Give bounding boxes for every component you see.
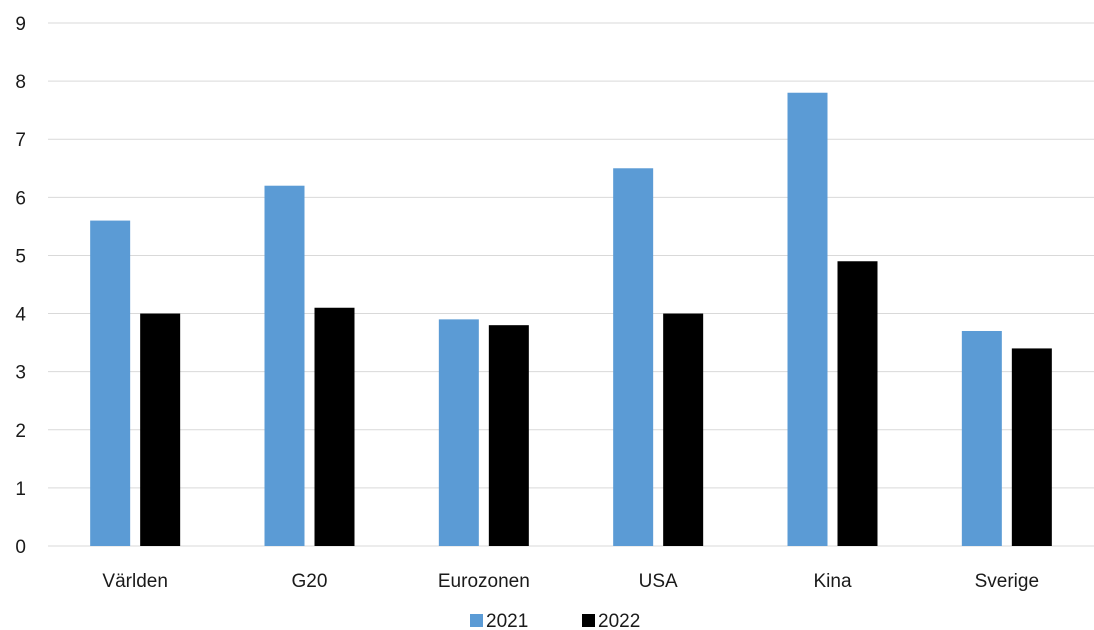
x-tick-label: Sverige (975, 571, 1039, 592)
y-tick-label: 2 (15, 421, 26, 442)
bar-2022-eurozonen (488, 325, 529, 546)
bar-2021-kina (787, 92, 828, 546)
bar-2022-usa (663, 313, 704, 546)
y-tick-label: 9 (15, 14, 26, 35)
bar-2022-världen (140, 313, 181, 546)
bar-2021-sverige (961, 330, 1002, 546)
y-tick-label: 1 (15, 479, 26, 500)
legend-label: 2022 (598, 611, 640, 630)
bar-2021-världen (90, 220, 131, 547)
bar-2022-g20 (314, 307, 355, 546)
y-tick-label: 8 (15, 72, 26, 93)
bar-2022-sverige (1011, 348, 1052, 546)
bar-2021-eurozonen (438, 319, 479, 546)
y-tick-label: 5 (15, 246, 26, 267)
y-axis-ticks: 0 1 2 3 4 5 6 7 8 9 (15, 14, 26, 558)
bar-2021-g20 (264, 185, 305, 546)
legend: 2021 2022 (470, 611, 640, 630)
y-tick-label: 7 (15, 130, 26, 151)
legend-label: 2021 (486, 611, 528, 630)
legend-swatch-2022 (582, 614, 595, 627)
x-tick-label: USA (639, 571, 678, 592)
x-tick-label: Världen (102, 571, 168, 592)
x-tick-label: Eurozonen (438, 571, 530, 592)
bars (90, 92, 1052, 547)
y-tick-label: 3 (15, 363, 26, 384)
x-tick-label: G20 (292, 571, 328, 592)
x-tick-label: Kina (813, 571, 851, 592)
y-tick-label: 6 (15, 188, 26, 209)
gridlines (48, 22, 1094, 547)
bar-2021-usa (613, 168, 654, 546)
bar-2022-kina (837, 261, 878, 546)
y-tick-label: 0 (15, 537, 26, 558)
legend-swatch-2021 (470, 614, 483, 627)
y-tick-label: 4 (15, 305, 26, 326)
x-axis-ticks: Världen G20 Eurozonen USA Kina Sverige (102, 571, 1039, 592)
